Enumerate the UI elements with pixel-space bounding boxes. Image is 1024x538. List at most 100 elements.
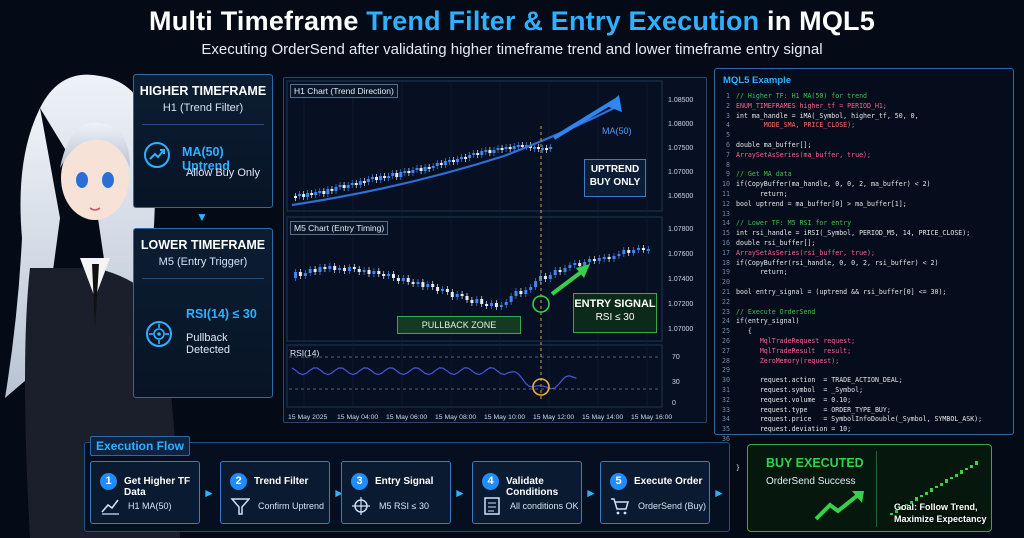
code-line: 35 request.deviation = 10; — [722, 425, 852, 434]
m5-candle — [367, 270, 371, 274]
entry-signal-badge: ENTRY SIGNAL RSI ≤ 30 — [573, 293, 657, 333]
mini-candle — [965, 468, 968, 470]
m5-candle — [504, 302, 508, 305]
target-icon — [146, 321, 172, 347]
success-arrow-icon — [814, 491, 864, 521]
code-line: 36 — [722, 434, 730, 443]
h1-candle — [395, 173, 399, 177]
code-line: 20 — [722, 278, 730, 287]
code-line: 9// Get MA data — [726, 170, 792, 179]
h1-candle — [492, 150, 496, 153]
m5-candle — [294, 272, 297, 278]
flow-step-5: 5 Execute Order OrderSend (Buy) — [600, 461, 710, 524]
chart-line-icon — [101, 499, 119, 515]
m5-candle — [475, 299, 479, 303]
m5-candle — [431, 284, 435, 287]
m5-candle — [352, 267, 356, 269]
code-line: 32 request.volume = 0.10; — [722, 395, 852, 404]
page-subtitle: Executing OrderSend after validating hig… — [201, 41, 823, 58]
m5-candle — [445, 289, 449, 292]
x-tick: 15 May 06:00 — [386, 414, 427, 421]
result-sub: OrderSend Success — [766, 476, 856, 487]
m5-candle — [641, 248, 645, 250]
entry-marker — [532, 295, 550, 313]
h1-y-tick: 1.07500 — [668, 145, 693, 152]
execution-flow-title: Execution Flow — [90, 436, 190, 456]
h1-candle — [334, 187, 338, 191]
rsi-y-tick: 30 — [672, 379, 680, 386]
uptrend-badge: UPTREND BUY ONLY — [584, 159, 646, 197]
step-number: 1 — [100, 473, 117, 490]
trend-arrow — [552, 98, 618, 140]
checklist-icon — [484, 497, 500, 515]
code-line: 8 — [726, 160, 730, 169]
higher-tf-status: MA(50) Uptrend — [182, 145, 230, 173]
h1-candle — [294, 196, 297, 198]
h1-y-tick: 1.08000 — [668, 121, 693, 128]
entry-arrow — [550, 268, 586, 296]
mini-candle — [920, 495, 923, 497]
crosshair-icon — [352, 497, 370, 515]
code-line: 30 request.action = TRADE_ACTION_DEAL; — [722, 376, 903, 385]
h1-candle — [391, 173, 395, 176]
code-line: 4 MODE_SMA, PRICE_CLOSE); — [726, 121, 856, 130]
h1-y-tick: 1.07000 — [668, 169, 693, 176]
lower-tf-detail: Pullback Detected — [186, 332, 231, 356]
h1-candle — [431, 166, 435, 168]
x-tick: 15 May 04:00 — [337, 414, 378, 421]
flow-step-2: 2 Trend Filter Confirm Uptrend — [220, 461, 330, 524]
m5-y-tick: 1.07200 — [668, 301, 693, 308]
down-arrow-icon: ▼ — [196, 210, 208, 224]
code-line: 24 if(entry_signal) — [722, 317, 800, 326]
flow-step-4: 4 Validate Conditions All conditions OK — [472, 461, 582, 524]
m5-candle — [607, 257, 611, 259]
result-panel: BUY EXECUTED OrderSend Success Goal: Fol… — [747, 444, 992, 532]
step-title: Trend Filter — [254, 476, 309, 487]
m5-candle — [534, 281, 538, 287]
step-number: 5 — [610, 473, 627, 490]
h1-candle — [358, 181, 362, 185]
h1-candle — [532, 147, 536, 149]
higher-tf-detail: Allow Buy Only — [186, 167, 260, 179]
x-tick: 15 May 2025 — [288, 414, 328, 421]
mini-candle — [905, 504, 908, 506]
m5-candle — [627, 250, 631, 253]
mini-candle — [895, 510, 898, 513]
higher-tf-sub: H1 (Trend Filter) — [162, 102, 244, 114]
m5-candle — [460, 294, 464, 296]
m5-candle — [455, 294, 459, 297]
h1-candle — [443, 161, 447, 165]
step-sub: OrderSend (Buy) — [638, 501, 707, 511]
step-number: 3 — [351, 473, 368, 490]
h1-candle — [387, 176, 391, 178]
m5-candle — [622, 250, 626, 254]
h1-candle — [302, 194, 306, 197]
x-tick: 15 May 16:00 — [631, 414, 672, 421]
h1-candle — [375, 177, 378, 180]
m5-candle — [318, 267, 322, 272]
h1-candle — [435, 163, 439, 166]
step-sub: All conditions OK — [510, 501, 579, 511]
rsi-oversold-marker — [532, 378, 550, 396]
step-number: 2 — [230, 473, 247, 490]
m5-candle — [480, 299, 484, 304]
page-title: Multi Timeframe Trend Filter & Entry Exe… — [149, 6, 875, 36]
code-block: 1// Higher TF: H1 MA(50) for trend 2 ENUM_… — [719, 92, 1013, 474]
mini-candle — [975, 461, 978, 465]
code-line: 14// Lower TF: M5 RSI for entry — [722, 219, 852, 228]
m5-candle — [382, 274, 386, 276]
step-sub: H1 MA(50) — [128, 501, 172, 511]
pullback-zone-label: PULLBACK ZONE — [397, 316, 521, 334]
mini-candle — [945, 479, 948, 483]
h1-candle — [484, 150, 488, 152]
h1-candle — [407, 171, 411, 173]
step-title: Entry Signal — [375, 476, 434, 487]
m5-y-tick: 1.07600 — [668, 251, 693, 258]
rsi-frame — [286, 344, 663, 408]
result-goal: Goal: Follow Trend, Maximize Expectancy — [894, 502, 987, 524]
rsi-label: RSI(14) — [290, 348, 320, 358]
m5-candle — [323, 267, 327, 269]
m5-candle — [490, 303, 493, 306]
flow-step-3: 3 Entry Signal M5 RSI ≤ 30 — [341, 461, 451, 524]
h1-candle — [524, 145, 528, 147]
